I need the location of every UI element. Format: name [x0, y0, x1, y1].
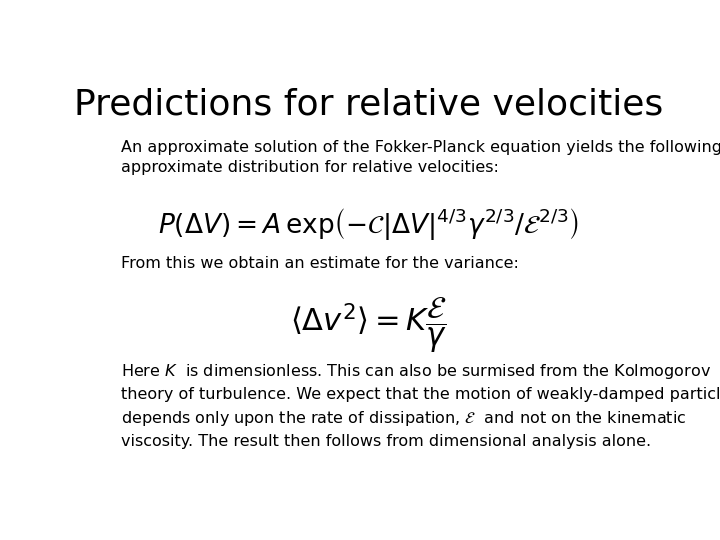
Text: $\langle \Delta v^2 \rangle = K\dfrac{\mathcal{E}}{\gamma}$: $\langle \Delta v^2 \rangle = K\dfrac{\m…	[290, 295, 448, 355]
Text: Predictions for relative velocities: Predictions for relative velocities	[74, 87, 664, 122]
Text: Here $K$  is dimensionless. This can also be surmised from the Kolmogorov
theory: Here $K$ is dimensionless. This can also…	[121, 362, 720, 449]
Text: An approximate solution of the Fokker-Planck equation yields the following
appro: An approximate solution of the Fokker-Pl…	[121, 140, 720, 175]
Text: From this we obtain an estimate for the variance:: From this we obtain an estimate for the …	[121, 256, 518, 271]
Text: $P(\Delta V) = A\,\exp\!\left(-\mathcal{C}|\Delta V|^{4/3}\gamma^{2/3}/\mathcal{: $P(\Delta V) = A\,\exp\!\left(-\mathcal{…	[158, 206, 580, 242]
